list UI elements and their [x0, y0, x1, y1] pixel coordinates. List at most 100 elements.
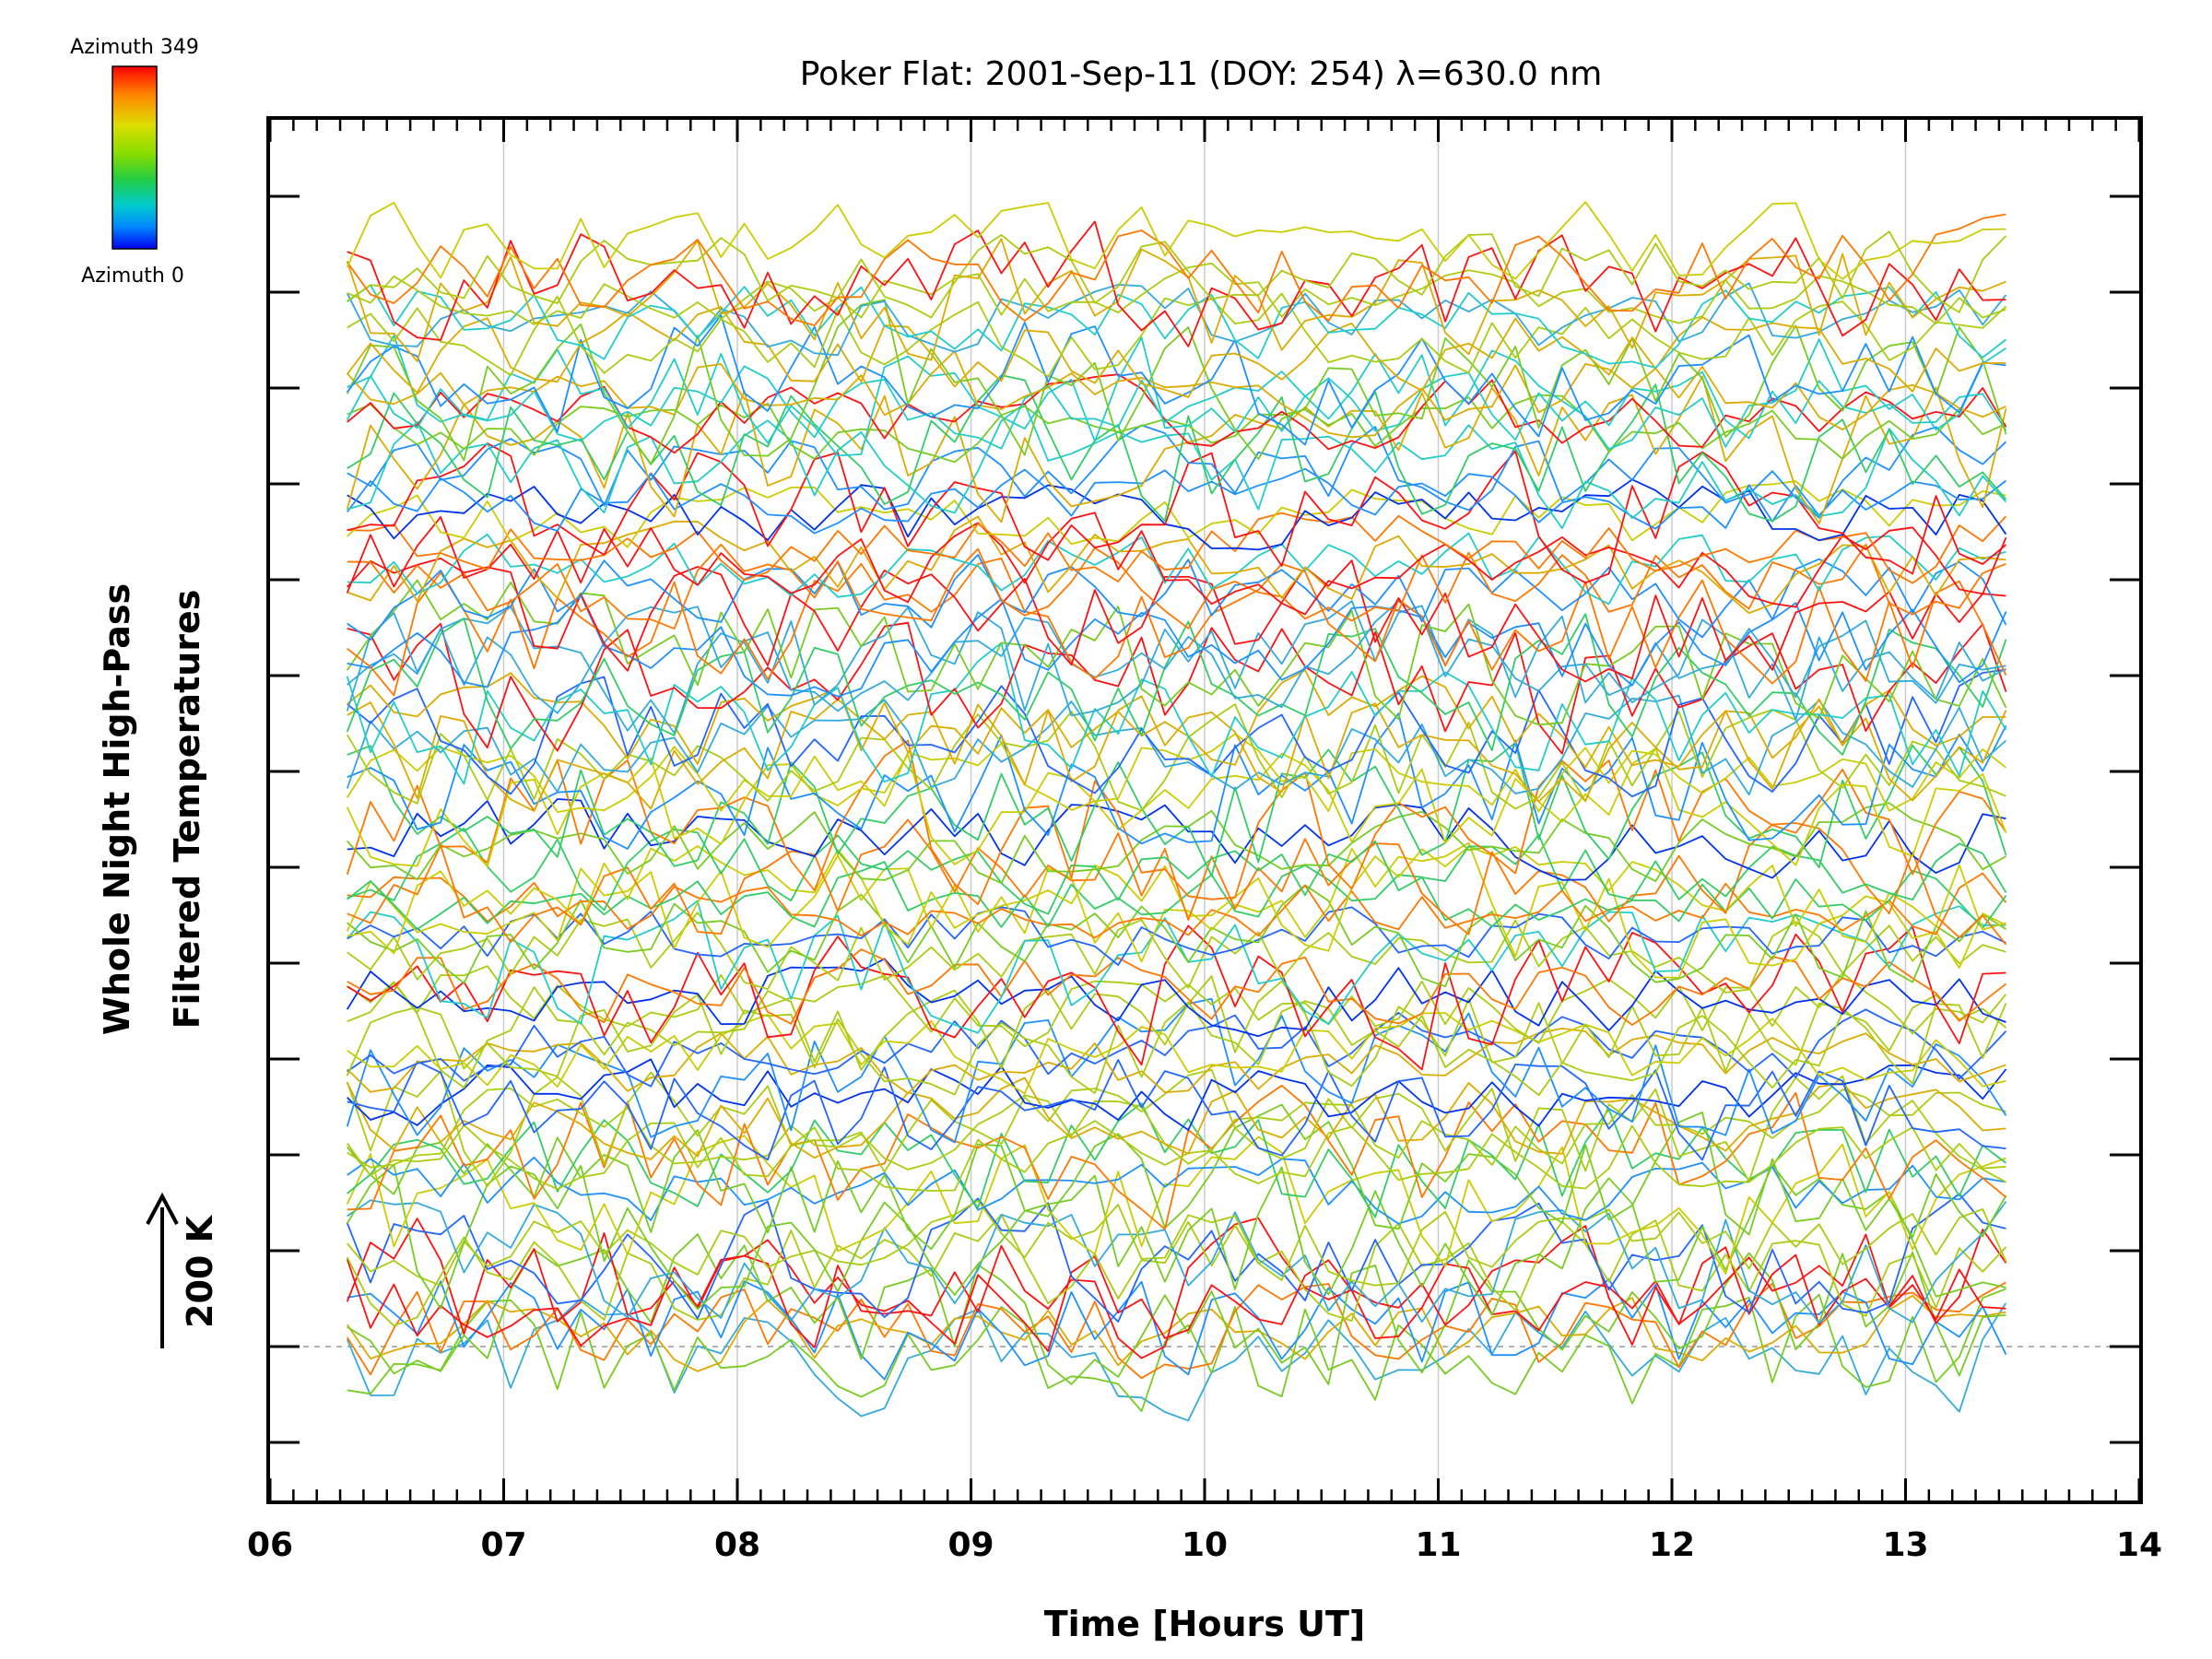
series-line: [347, 802, 2006, 885]
series-line: [346, 739, 2007, 905]
series-line: [347, 1008, 2007, 1088]
series-line: [347, 554, 2007, 641]
series-line: [346, 299, 2007, 465]
series-line: [346, 1217, 2007, 1359]
series-line: [346, 1193, 2006, 1323]
series-line: [347, 975, 2007, 1088]
x-ticks: [268, 120, 2141, 1500]
series-line: [346, 238, 2006, 362]
series-line: [347, 543, 2006, 629]
series-line: [347, 798, 2006, 881]
series-line: [347, 402, 2007, 529]
colorbar: Azimuth 349 Azimuth 0: [70, 36, 199, 288]
x-tick-label-14: 14: [2116, 1526, 2162, 1564]
series-line: [346, 747, 2007, 867]
series-line: [347, 900, 2006, 1034]
series-line: [346, 694, 2007, 796]
series-line: [346, 201, 2006, 280]
series-line: [347, 872, 2007, 939]
series-line: [347, 669, 2006, 769]
series-line: [347, 1058, 2007, 1131]
x-tick-label-13: 13: [1882, 1526, 1928, 1564]
x-tick-label-11: 11: [1415, 1526, 1461, 1564]
x-tick-label-09: 09: [947, 1526, 994, 1564]
series-line: [346, 1068, 2006, 1187]
series-line: [347, 1059, 2006, 1161]
scale-arrow-head: [146, 1192, 179, 1225]
series-line: [346, 703, 2006, 812]
series-line: [347, 828, 2007, 915]
series-line: [347, 1012, 2006, 1095]
series-line: [347, 262, 2006, 325]
series-line: [346, 1281, 2006, 1380]
series-line: [347, 230, 2007, 319]
series-line: [346, 1120, 2006, 1192]
series-line: [346, 641, 2007, 785]
series-line: [347, 742, 2007, 877]
series-line: [347, 374, 2007, 523]
series-line: [347, 1199, 2007, 1287]
x-tick-labels: 06 07 08 09 10 11 12 13 14: [247, 1526, 2162, 1564]
colorbar-top-label: Azimuth 349: [70, 36, 199, 59]
y-axis-label-line1: Whole Night High-Pass: [97, 583, 137, 1035]
series-line: [347, 948, 2007, 1026]
x-axis-label: Time [Hours UT]: [1044, 1604, 1366, 1644]
series-line: [346, 733, 2007, 813]
series-line: [347, 442, 2007, 584]
series-line: [347, 1156, 2006, 1225]
series-line: [347, 600, 2006, 714]
plot-frame: [266, 116, 2143, 1504]
x-tick-label-10: 10: [1182, 1526, 1228, 1564]
series-line: [347, 334, 2006, 457]
x-tick-label-08: 08: [714, 1526, 760, 1564]
series-line: [347, 1088, 2006, 1171]
series-line: [346, 467, 2007, 535]
series-line: [346, 365, 2007, 450]
x-tick-label-07: 07: [480, 1526, 526, 1564]
scale-arrow: 200 K: [146, 1192, 220, 1348]
series-line: [347, 220, 2006, 347]
y-ticks: [270, 194, 2139, 1444]
series-line: [347, 1103, 2007, 1251]
series-line: [346, 1135, 2006, 1275]
series-line: [347, 1278, 2007, 1381]
series-line: [346, 1294, 2006, 1372]
series-line: [347, 884, 2006, 988]
series-line: [347, 621, 2007, 755]
series-line: [347, 924, 2006, 1071]
series-line: [347, 394, 2006, 464]
series-line: [347, 558, 2007, 697]
x-tick-label-12: 12: [1649, 1526, 1695, 1564]
series-line: [347, 1102, 2007, 1218]
series-line: [347, 515, 2006, 615]
series-line: [347, 845, 2006, 955]
series-line: [346, 994, 2007, 1097]
series-line: [346, 314, 2006, 446]
series-line: [347, 1233, 2006, 1385]
colorbar-bottom-label: Azimuth 0: [81, 265, 184, 288]
series-line: [347, 284, 2007, 369]
series-line: [346, 512, 2007, 616]
series-line: [347, 532, 2006, 606]
series-line: [346, 841, 2006, 979]
series-line: [346, 997, 2007, 1144]
colorbar-gradient: [112, 65, 158, 250]
series-line: [347, 912, 2006, 994]
series-line: [346, 613, 2007, 756]
series-line: [347, 712, 2007, 850]
series-line: [347, 350, 2006, 439]
series-line: [347, 512, 2007, 584]
scale-arrow-label: 200 K: [180, 1214, 220, 1328]
series-line: [347, 1028, 2006, 1094]
series-line: [347, 292, 2007, 378]
x-tick-label-06: 06: [247, 1526, 293, 1564]
series-line: [346, 1077, 2006, 1160]
series-line: [347, 480, 2006, 548]
series-line: [346, 213, 2006, 326]
series-line: [347, 695, 2007, 812]
series-line: [347, 906, 2006, 966]
series-group: [346, 201, 2007, 1422]
chart-title: Poker Flat: 2001-Sep-11 (DOY: 254) λ=630…: [800, 55, 1603, 93]
y-axis-label-line2: Filtered Temperatures: [167, 590, 207, 1030]
